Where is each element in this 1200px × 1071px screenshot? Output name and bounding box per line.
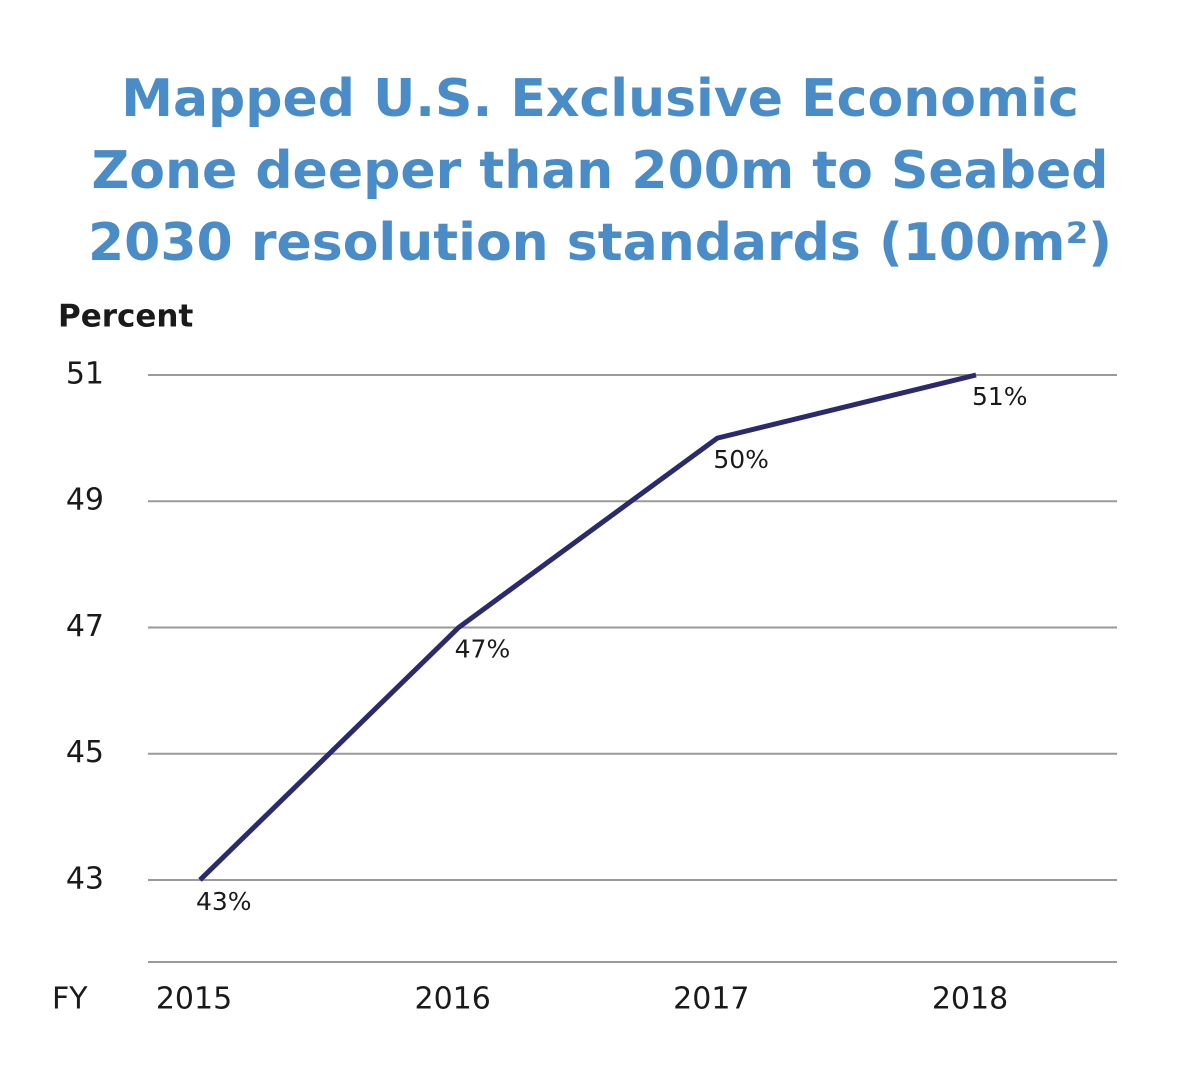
data-label: 50% bbox=[713, 445, 769, 474]
y-tick-label: 43 bbox=[66, 861, 104, 896]
chart-title: 2030 resolution standards (100m²) bbox=[88, 213, 1112, 273]
y-tick-label: 47 bbox=[66, 609, 104, 644]
x-tick-label: 2015 bbox=[156, 982, 232, 1017]
x-tick-label: 2017 bbox=[673, 982, 749, 1017]
chart-title: Mapped U.S. Exclusive Economic bbox=[121, 69, 1079, 129]
x-axis-title: FY bbox=[52, 982, 88, 1017]
x-tick-label: 2016 bbox=[414, 982, 490, 1017]
y-tick-label: 45 bbox=[66, 735, 104, 770]
y-tick-label: 49 bbox=[66, 483, 104, 518]
data-label: 43% bbox=[196, 887, 252, 916]
data-label: 47% bbox=[455, 634, 511, 663]
y-axis-title: Percent bbox=[58, 299, 194, 335]
y-tick-label: 51 bbox=[66, 357, 104, 392]
x-tick-label: 2018 bbox=[932, 982, 1008, 1017]
data-label: 51% bbox=[972, 382, 1028, 411]
chart-title: Zone deeper than 200m to Seabed bbox=[92, 141, 1109, 201]
data-line bbox=[198, 372, 977, 882]
